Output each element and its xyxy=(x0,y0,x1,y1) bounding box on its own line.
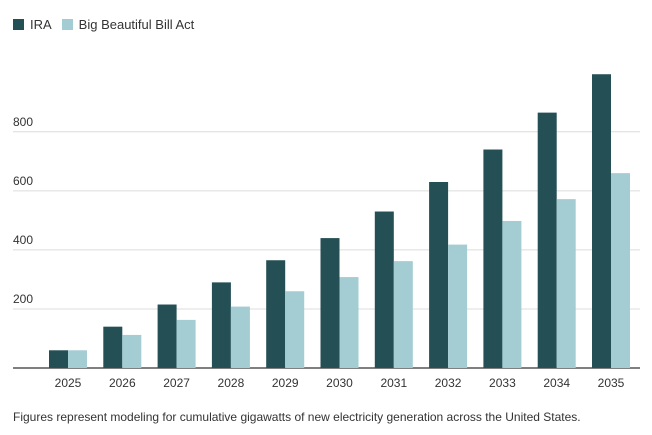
x-tick-label: 2031 xyxy=(380,376,407,390)
bar-ira xyxy=(592,74,611,368)
legend-item-ira: IRA xyxy=(13,17,52,32)
bar-ira xyxy=(266,260,286,368)
bar-bbb xyxy=(68,350,87,368)
bar-bbb xyxy=(230,306,250,368)
bar-ira xyxy=(320,238,340,368)
bar-ira xyxy=(211,282,231,368)
chart-caption: Figures represent modeling for cumulativ… xyxy=(13,410,581,424)
bar-bbb xyxy=(285,291,305,368)
y-tick-label: 200 xyxy=(13,292,33,306)
bar-bbb xyxy=(556,199,576,368)
bar-ira xyxy=(374,211,394,368)
bar-ira xyxy=(429,182,449,368)
legend-item-bbb: Big Beautiful Bill Act xyxy=(61,17,195,32)
bar-bbb xyxy=(339,277,359,368)
legend-swatch-ira xyxy=(13,19,24,30)
bar-bbb xyxy=(611,173,630,368)
x-tick-label: 2028 xyxy=(218,376,245,390)
x-tick-label: 2032 xyxy=(435,376,462,390)
bar-bbb xyxy=(448,244,468,368)
x-tick-label: 2034 xyxy=(543,376,570,390)
chart-legend: IRA Big Beautiful Bill Act xyxy=(13,17,204,32)
bar-ira xyxy=(49,350,68,368)
y-tick-label: 400 xyxy=(13,233,33,247)
bar-bbb xyxy=(122,334,142,368)
x-tick-label: 2026 xyxy=(109,376,136,390)
bar-ira xyxy=(157,304,177,368)
legend-label-bbb: Big Beautiful Bill Act xyxy=(78,17,195,32)
y-tick-label: 600 xyxy=(13,174,33,188)
bar-ira xyxy=(537,112,557,368)
bar-bbb xyxy=(393,261,413,368)
legend-swatch-bbb xyxy=(61,19,73,30)
legend-label-ira: IRA xyxy=(30,17,52,32)
x-tick-label: 2025 xyxy=(55,376,82,390)
x-tick-label: 2029 xyxy=(272,376,299,390)
y-tick-label: 800 xyxy=(13,115,33,129)
bar-ira xyxy=(103,326,123,368)
bar-ira xyxy=(483,149,503,368)
x-tick-label: 2027 xyxy=(163,376,190,390)
x-tick-label: 2033 xyxy=(489,376,516,390)
bar-bbb xyxy=(502,220,522,368)
x-tick-label: 2030 xyxy=(326,376,353,390)
bar-bbb xyxy=(176,319,196,368)
x-tick-label: 2035 xyxy=(598,376,625,390)
